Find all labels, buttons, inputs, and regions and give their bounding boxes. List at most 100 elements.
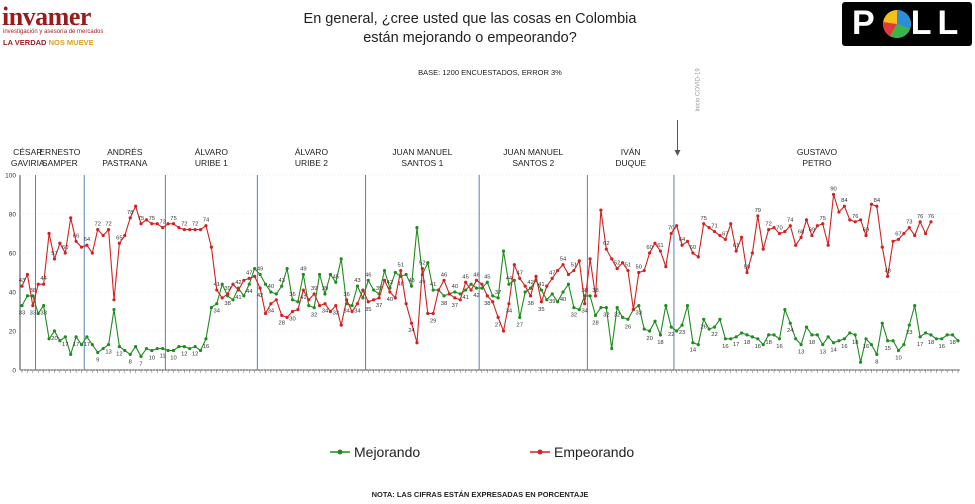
data-label: 41 xyxy=(430,282,436,288)
data-label: 34 xyxy=(214,309,221,315)
data-point-empeorando xyxy=(739,235,744,239)
data-point-mejorando xyxy=(880,321,884,325)
data-point-empeorando xyxy=(236,288,241,292)
logo-word: invamer xyxy=(2,2,91,31)
data-label: 18 xyxy=(809,340,815,346)
data-point-mejorando xyxy=(745,333,749,337)
data-point-empeorando xyxy=(101,233,105,238)
data-point-mejorando xyxy=(426,261,430,265)
data-point-empeorando xyxy=(193,228,197,232)
data-label: 75 xyxy=(820,216,826,222)
data-point-mejorando xyxy=(215,302,219,306)
data-label: 45 xyxy=(333,274,339,280)
data-point-mejorando xyxy=(799,343,803,347)
data-point-empeorando xyxy=(225,292,230,296)
data-label: 64 xyxy=(84,237,91,243)
data-point-empeorando xyxy=(339,323,343,327)
data-point-empeorando xyxy=(556,268,560,273)
data-point-mejorando xyxy=(96,350,100,355)
data-point-mejorando xyxy=(577,307,581,312)
data-point-mejorando xyxy=(42,304,46,308)
data-point-mejorando xyxy=(648,329,652,333)
data-point-mejorando xyxy=(750,335,755,339)
chart-title-line1: En general, ¿cree usted que las cosas en… xyxy=(303,11,637,27)
data-label: 65 xyxy=(116,235,122,241)
data-label: 50 xyxy=(744,265,750,271)
data-point-mejorando xyxy=(382,268,387,273)
period-label: ANDRÉS xyxy=(107,147,143,157)
data-label: 61 xyxy=(733,243,739,249)
data-point-mejorando xyxy=(112,307,116,312)
data-point-empeorando xyxy=(810,233,814,238)
data-point-mejorando xyxy=(523,290,527,294)
data-label: 42 xyxy=(257,293,263,299)
data-point-empeorando xyxy=(334,304,338,308)
data-point-mejorando xyxy=(171,348,176,353)
data-point-mejorando xyxy=(891,339,895,343)
data-label: 75 xyxy=(170,216,176,222)
data-point-empeorando xyxy=(177,226,181,230)
data-point-mejorando xyxy=(339,257,343,261)
data-point-mejorando xyxy=(453,290,457,294)
data-point-mejorando xyxy=(123,348,127,353)
data-point-mejorando xyxy=(139,354,143,358)
data-point-mejorando xyxy=(810,333,814,337)
data-point-empeorando xyxy=(702,222,706,226)
data-label: 33 xyxy=(30,311,36,317)
data-point-mejorando xyxy=(155,346,159,351)
data-point-empeorando xyxy=(539,300,543,304)
data-point-empeorando xyxy=(523,284,527,288)
data-label: 16 xyxy=(203,344,209,350)
data-label: 51 xyxy=(398,263,404,269)
data-point-empeorando xyxy=(923,231,928,236)
data-label: 13 xyxy=(105,350,111,356)
y-tick-label: 20 xyxy=(9,329,17,336)
data-label: 10 xyxy=(895,356,901,362)
data-label: 17 xyxy=(62,342,68,348)
data-point-mejorando xyxy=(464,288,468,292)
data-point-mejorando xyxy=(269,290,273,294)
footnote: NOTA: LAS CIFRAS ESTÁN EXPRESADAS EN POR… xyxy=(371,490,589,499)
data-point-mejorando xyxy=(242,294,246,298)
data-label: 60 xyxy=(690,245,696,251)
data-point-empeorando xyxy=(74,239,78,243)
data-label: 34 xyxy=(581,309,588,315)
data-label: 18 xyxy=(744,340,750,346)
data-label: 44 xyxy=(40,276,47,282)
data-point-mejorando xyxy=(323,292,327,296)
data-point-mejorando xyxy=(204,337,208,341)
series-line-empeorando xyxy=(21,194,932,343)
data-point-mejorando xyxy=(907,323,911,327)
legend-label-empeorando: Empeorando xyxy=(554,444,634,460)
data-point-empeorando xyxy=(79,245,84,249)
data-point-mejorando xyxy=(566,282,571,286)
data-label: 16 xyxy=(722,344,728,350)
data-label: 72 xyxy=(95,222,101,228)
data-point-mejorando xyxy=(366,278,370,282)
data-point-empeorando xyxy=(458,298,462,302)
data-point-empeorando xyxy=(545,284,549,288)
logo-tagline: LA VERDAD NOS MUEVE xyxy=(3,38,94,47)
data-label: 18 xyxy=(928,340,934,346)
data-point-empeorando xyxy=(518,276,522,280)
data-label: 17 xyxy=(73,342,79,348)
data-point-mejorando xyxy=(642,327,646,331)
data-point-mejorando xyxy=(902,343,906,347)
data-point-mejorando xyxy=(193,345,197,349)
data-label: 42 xyxy=(527,280,533,286)
data-point-mejorando xyxy=(58,339,62,343)
data-label: 43 xyxy=(354,278,360,284)
data-label: 8 xyxy=(129,359,132,365)
data-label: 51 xyxy=(571,263,577,269)
data-label: 16 xyxy=(863,344,869,350)
data-label: 7 xyxy=(139,361,142,367)
data-point-empeorando xyxy=(604,247,608,251)
data-point-empeorando xyxy=(382,278,387,282)
data-label: 10 xyxy=(170,356,176,362)
data-point-mejorando xyxy=(637,304,641,308)
data-label: 73 xyxy=(906,220,912,226)
data-point-mejorando xyxy=(220,282,224,286)
data-point-empeorando xyxy=(496,315,500,319)
data-point-empeorando xyxy=(426,311,430,316)
